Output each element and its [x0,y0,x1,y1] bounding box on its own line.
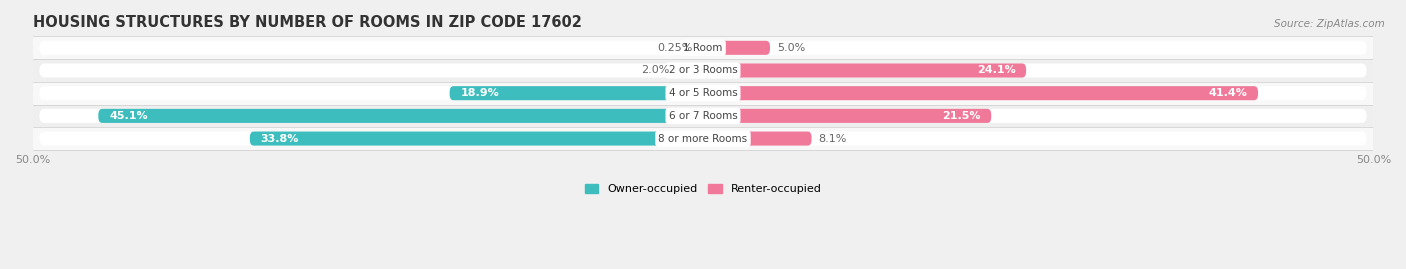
FancyBboxPatch shape [250,132,703,146]
Text: 45.1%: 45.1% [110,111,148,121]
FancyBboxPatch shape [39,109,1367,123]
Text: 41.4%: 41.4% [1209,88,1247,98]
Text: 5.0%: 5.0% [776,43,806,53]
Text: 8.1%: 8.1% [818,134,846,144]
FancyBboxPatch shape [703,132,811,146]
FancyBboxPatch shape [703,109,991,123]
Text: 2.0%: 2.0% [641,65,669,76]
FancyBboxPatch shape [39,63,1367,77]
Text: 0.25%: 0.25% [658,43,693,53]
Bar [32,37,1374,59]
Bar [32,105,1374,127]
FancyBboxPatch shape [703,63,1026,77]
Text: 2 or 3 Rooms: 2 or 3 Rooms [669,65,737,76]
Text: 8 or more Rooms: 8 or more Rooms [658,134,748,144]
Text: Source: ZipAtlas.com: Source: ZipAtlas.com [1274,19,1385,29]
Bar [32,82,1374,105]
Text: 21.5%: 21.5% [942,111,980,121]
Text: 24.1%: 24.1% [977,65,1015,76]
Text: 1 Room: 1 Room [683,43,723,53]
Bar [32,127,1374,150]
Legend: Owner-occupied, Renter-occupied: Owner-occupied, Renter-occupied [585,184,821,194]
Text: HOUSING STRUCTURES BY NUMBER OF ROOMS IN ZIP CODE 17602: HOUSING STRUCTURES BY NUMBER OF ROOMS IN… [32,15,582,30]
FancyBboxPatch shape [39,132,1367,146]
FancyBboxPatch shape [39,86,1367,100]
Text: 4 or 5 Rooms: 4 or 5 Rooms [669,88,737,98]
FancyBboxPatch shape [39,41,1367,55]
FancyBboxPatch shape [450,86,703,100]
FancyBboxPatch shape [676,63,703,77]
FancyBboxPatch shape [699,41,703,55]
Text: 6 or 7 Rooms: 6 or 7 Rooms [669,111,737,121]
Bar [32,59,1374,82]
Text: 18.9%: 18.9% [460,88,499,98]
FancyBboxPatch shape [98,109,703,123]
FancyBboxPatch shape [703,86,1258,100]
FancyBboxPatch shape [703,41,770,55]
Text: 33.8%: 33.8% [260,134,299,144]
